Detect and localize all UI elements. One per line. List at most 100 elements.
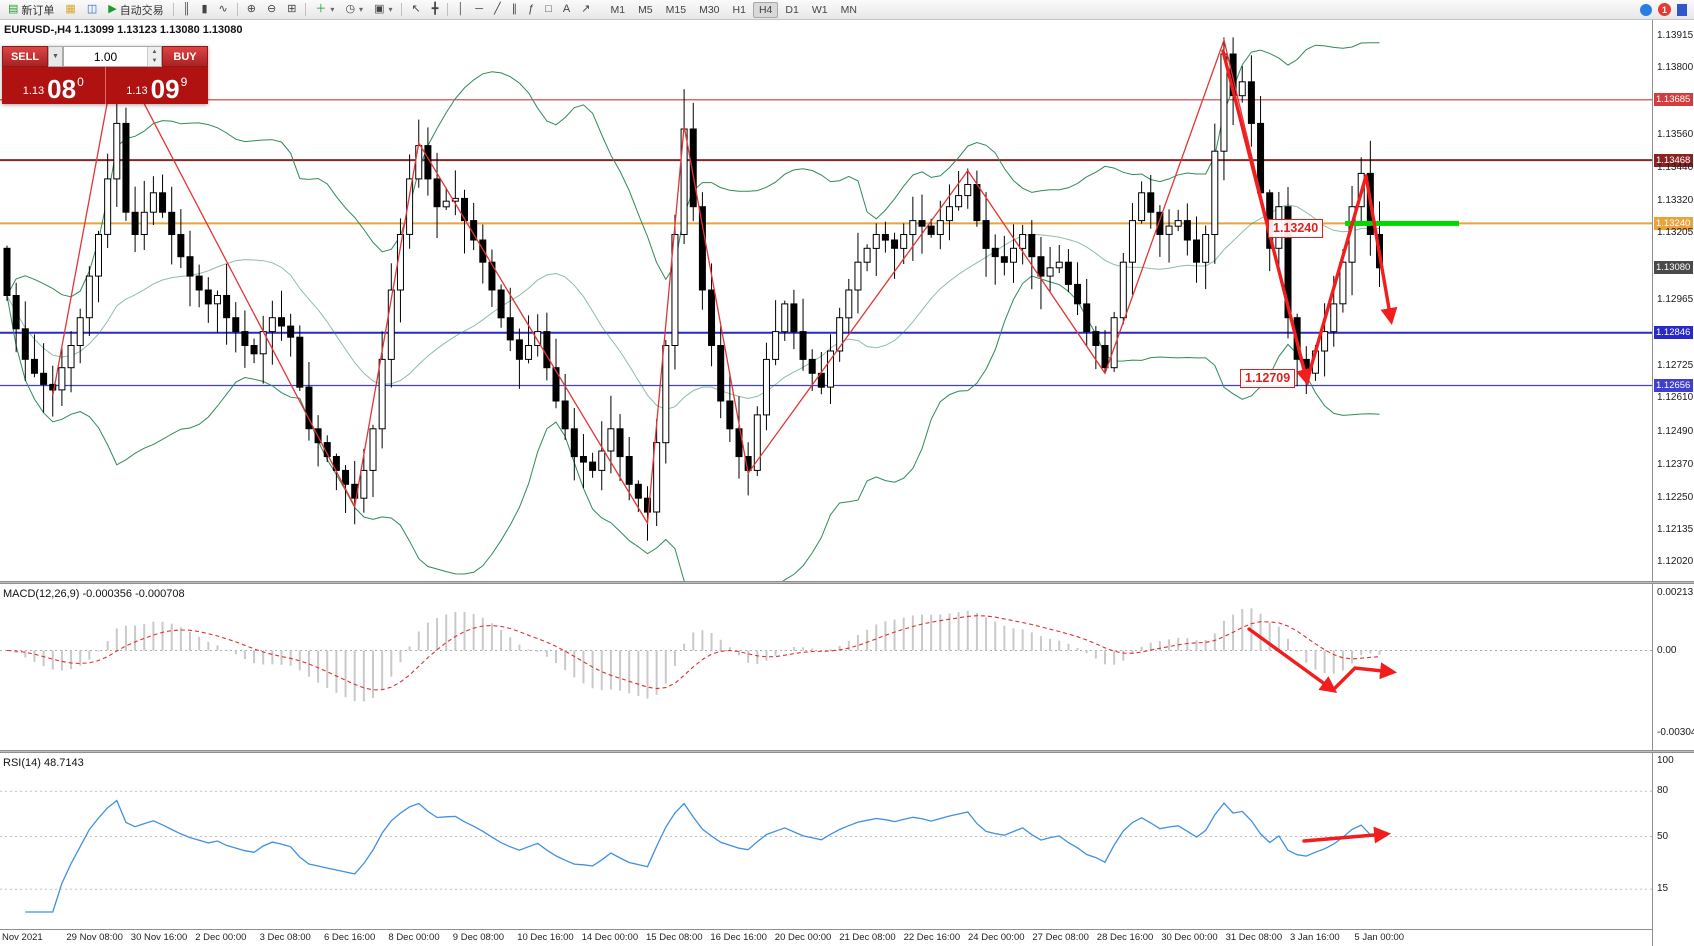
crosshair-icon: ╋ <box>431 3 439 15</box>
trendline-button[interactable]: ╱ <box>489 0 506 20</box>
sell-price-box[interactable]: 1.13 08 0 <box>2 67 105 104</box>
templates-icon: ▣ <box>374 3 385 15</box>
price-tag: 1.13080 <box>1654 261 1693 275</box>
templates-menu-button[interactable]: ▣ ▾ <box>369 0 397 20</box>
macd-panel[interactable]: MACD(12,26,9) -0.000356 -0.000708 <box>0 585 1652 750</box>
shapes-button[interactable]: □ <box>540 0 557 20</box>
price-callout: 1.12709 <box>1240 369 1296 388</box>
date-label: 29 Nov 08:00 <box>66 932 123 943</box>
date-label: 27 Dec 08:00 <box>1032 932 1089 943</box>
fibonacci-button[interactable]: ƒ <box>523 0 539 20</box>
panel-separator[interactable] <box>0 581 1694 584</box>
timeframe-m5[interactable]: M5 <box>638 3 653 16</box>
date-label: 10 Dec 16:00 <box>517 932 574 943</box>
trade-dropdown[interactable]: ▼ <box>48 46 63 67</box>
price-tag: 1.13468 <box>1654 153 1693 167</box>
sell-price-small: 1.13 <box>22 85 45 97</box>
new-order-button[interactable]: ▤ 新订单 <box>3 0 59 20</box>
macd-label-text: MACD(12,26,9) <box>3 588 80 600</box>
macd-label: MACD(12,26,9) -0.000356 -0.000708 <box>3 588 185 600</box>
shapes-icon: □ <box>545 3 552 15</box>
price-tick: 1.13205 <box>1657 227 1694 239</box>
toolbar-separator <box>236 3 238 16</box>
horizontal-line-button[interactable]: ─ <box>470 0 488 20</box>
lot-increase-button[interactable]: ▲ <box>148 47 161 57</box>
lot-size-input[interactable] <box>64 47 147 66</box>
price-tick: 1.12725 <box>1657 360 1694 372</box>
timeframe-m15[interactable]: M15 <box>665 3 687 16</box>
vertical-line-icon: │ <box>457 3 465 15</box>
period-button[interactable]: ◷ ▾ <box>340 0 368 20</box>
macd-chart[interactable] <box>0 585 1652 750</box>
timeframe-mn[interactable]: MN <box>840 3 857 16</box>
price-axis[interactable]: 1.13915 1.13800 1.13685 1.13560 1.13468 1.134… <box>1652 20 1694 946</box>
toolbar-separator <box>447 3 449 16</box>
profile-button[interactable]: ◫ <box>82 0 102 20</box>
text-tool-button[interactable]: A <box>558 0 575 20</box>
toolbar-separator <box>305 3 307 16</box>
cursor-tool-button[interactable]: ↖ <box>406 0 425 20</box>
auto-trading-button[interactable]: ▶ 自动交易 <box>103 0 168 20</box>
price-tick: 1.12020 <box>1657 556 1694 567</box>
candlestick-chart-button[interactable]: ▮ <box>196 0 212 20</box>
rsi-chart[interactable] <box>0 754 1652 927</box>
price-tag: 1.12846 <box>1654 326 1693 340</box>
price-tick: 1.12250 <box>1657 492 1694 504</box>
timeframe-h1[interactable]: H1 <box>732 3 746 16</box>
add-indicator-icon: ＋ <box>315 3 327 15</box>
price-tag: 1.12656 <box>1654 379 1693 392</box>
lot-decrease-button[interactable]: ▼ <box>148 56 161 66</box>
vertical-line-button[interactable]: │ <box>452 0 469 20</box>
toolbar-separator <box>172 3 174 16</box>
macd-axis-tick: 0.00 <box>1657 644 1677 656</box>
candlestick-chart-icon: ▮ <box>201 3 208 15</box>
buy-price-box[interactable]: 1.13 09 9 <box>104 67 208 104</box>
zoom-out-icon: ⊖ <box>266 3 277 15</box>
trendline-icon: ╱ <box>494 3 501 15</box>
zoom-in-icon: ⊕ <box>246 3 256 15</box>
crosshair-tool-button[interactable]: ╋ <box>427 0 444 20</box>
template-icon: ▦ <box>65 3 76 15</box>
timeframe-m1[interactable]: M1 <box>610 3 626 16</box>
alerts-badge[interactable]: 1 <box>1658 3 1671 16</box>
timeframe-d1[interactable]: D1 <box>785 3 799 16</box>
zoom-in-button[interactable]: ⊕ <box>242 0 261 20</box>
price-chart-panel[interactable]: EURUSD-,H4 1.13099 1.13123 1.13080 1.130… <box>0 20 1652 607</box>
price-tag: 1.13240 <box>1654 216 1693 230</box>
rsi-panel[interactable]: RSI(14) 48.7143 <box>0 754 1652 927</box>
add-indicator-button[interactable]: ＋ ▾ <box>310 0 339 20</box>
timeframe-w1[interactable]: W1 <box>811 3 828 16</box>
time-axis[interactable]: Nov 2021 29 Nov 08:00 30 Nov 16:00 2 Dec 00… <box>0 929 1652 946</box>
panel-separator[interactable] <box>0 750 1694 753</box>
notifications-icon[interactable] <box>1640 3 1652 16</box>
bar-chart-button[interactable]: ║ <box>178 0 196 20</box>
template-button[interactable]: ▦ <box>60 0 80 20</box>
date-label: 30 Nov 16:00 <box>130 932 188 943</box>
text-tool-icon: A <box>562 3 571 15</box>
date-label: 22 Dec 16:00 <box>903 932 961 943</box>
bar-chart-icon: ║ <box>182 3 191 15</box>
new-order-label: 新订单 <box>21 4 55 17</box>
rsi-axis-tick: 50 <box>1657 830 1669 842</box>
price-tick: 1.13320 <box>1657 195 1694 207</box>
line-chart-button[interactable]: ∿ <box>214 0 233 20</box>
date-label: 2 Dec 00:00 <box>195 932 247 943</box>
sell-button[interactable]: SELL <box>2 46 48 67</box>
price-tick: 1.13800 <box>1657 61 1694 73</box>
date-label: 15 Dec 08:00 <box>646 932 703 943</box>
timeframe-m30[interactable]: M30 <box>699 3 720 16</box>
price-callout: 1.13240 <box>1268 219 1324 238</box>
buy-button[interactable]: BUY <box>162 46 208 67</box>
toolbar-right-icons: 1 <box>1640 3 1691 16</box>
timeframe-h4[interactable]: H4 <box>752 1 779 18</box>
date-label: 14 Dec 00:00 <box>581 932 639 943</box>
zoom-out-button[interactable]: ⊖ <box>262 0 281 20</box>
candlestick-chart[interactable] <box>0 20 1652 607</box>
macd-axis-tick: -0.003046 <box>1657 726 1694 738</box>
arrows-tool-button[interactable]: ↗ <box>576 0 595 20</box>
date-label: 20 Dec 00:00 <box>774 932 832 943</box>
date-label: 30 Dec 00:00 <box>1161 932 1218 943</box>
tile-windows-button[interactable]: ⊞ <box>282 0 301 20</box>
symbol-ohlc-info: EURUSD-,H4 1.13099 1.13123 1.13080 1.130… <box>4 24 243 36</box>
channel-button[interactable]: ∥ <box>507 0 523 20</box>
